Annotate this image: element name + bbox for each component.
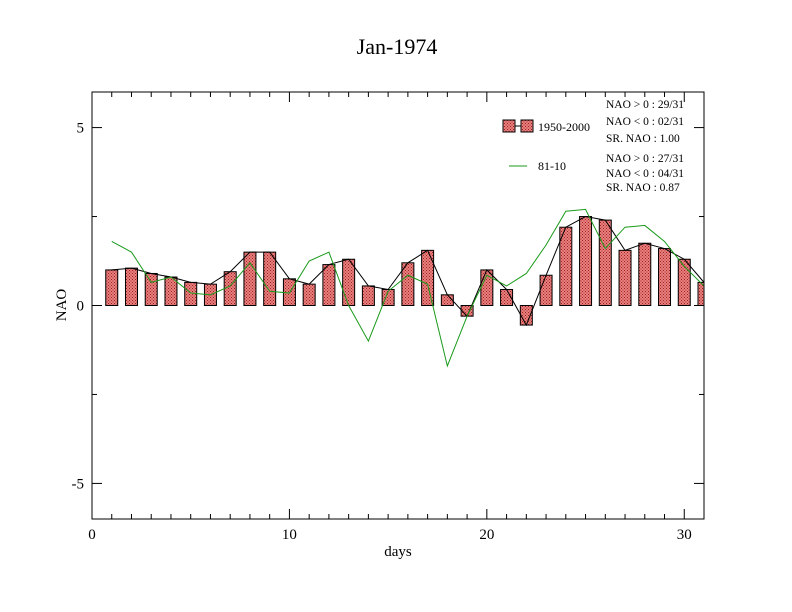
y-tick-label-0: 0 [77,299,85,315]
stat-1950-2000-neg: NAO < 0 : 02/31 [606,116,684,128]
stat-81-10-pos: NAO > 0 : 27/31 [606,153,684,165]
axis-ticks: 0 10 20 30 -5 0 5 [72,92,705,543]
bar-day-4 [164,276,178,306]
bar-day-26 [598,219,612,307]
bar-day-2 [124,267,138,307]
bar-day-27 [618,249,632,307]
bar-day-24 [559,226,573,306]
bar-day-9 [263,251,277,306]
bar-day-1 [105,269,119,306]
line-series [111,208,705,368]
legend-label-81-10: 81-10 [538,159,566,173]
bar-day-29 [658,248,672,306]
x-tick-label-0: 0 [88,527,96,543]
bar-day-14 [361,285,375,307]
bar-day-12 [322,264,336,306]
stats-block: NAO > 0 : 29/31 NAO < 0 : 02/31 SR. NAO … [606,99,684,194]
legend-label-1950-2000: 1950-2000 [538,120,590,134]
bar-day-23 [539,274,553,307]
bar-day-25 [579,216,593,307]
bar-day-13 [342,258,356,307]
y-axis-label: NAO [54,289,70,322]
series-line-81-10 [111,208,705,368]
bar-day-18 [440,294,454,307]
stat-1950-2000-sr: SR. NAO : 1.00 [606,133,680,145]
x-tick-label-10: 10 [282,527,297,543]
bar-day-28 [638,242,652,307]
stat-1950-2000-pos: NAO > 0 : 29/31 [606,99,684,111]
legend-swatch-bar-2 [520,119,534,133]
stat-81-10-neg: NAO < 0 : 04/31 [606,168,684,180]
bar-day-7 [223,271,237,306]
legend-swatch-bar-1 [502,119,516,133]
bar-series-line [111,216,705,327]
bar-day-5 [184,281,198,306]
y-tick-label-5: 5 [77,121,85,137]
x-tick-label-20: 20 [479,527,494,543]
bar-day-31 [697,281,705,306]
chart-title: Jan-1974 [357,34,438,59]
bar-day-11 [302,283,316,306]
x-axis-label: days [384,544,412,560]
bar-series [105,216,705,327]
bar-day-3 [144,272,158,307]
y-tick-label--5: -5 [72,476,85,492]
stat-81-10-sr: SR. NAO : 0.87 [606,182,680,194]
bar-day-8 [243,251,257,306]
legend: 1950-2000 81-10 [502,119,590,173]
x-tick-label-30: 30 [677,527,692,543]
